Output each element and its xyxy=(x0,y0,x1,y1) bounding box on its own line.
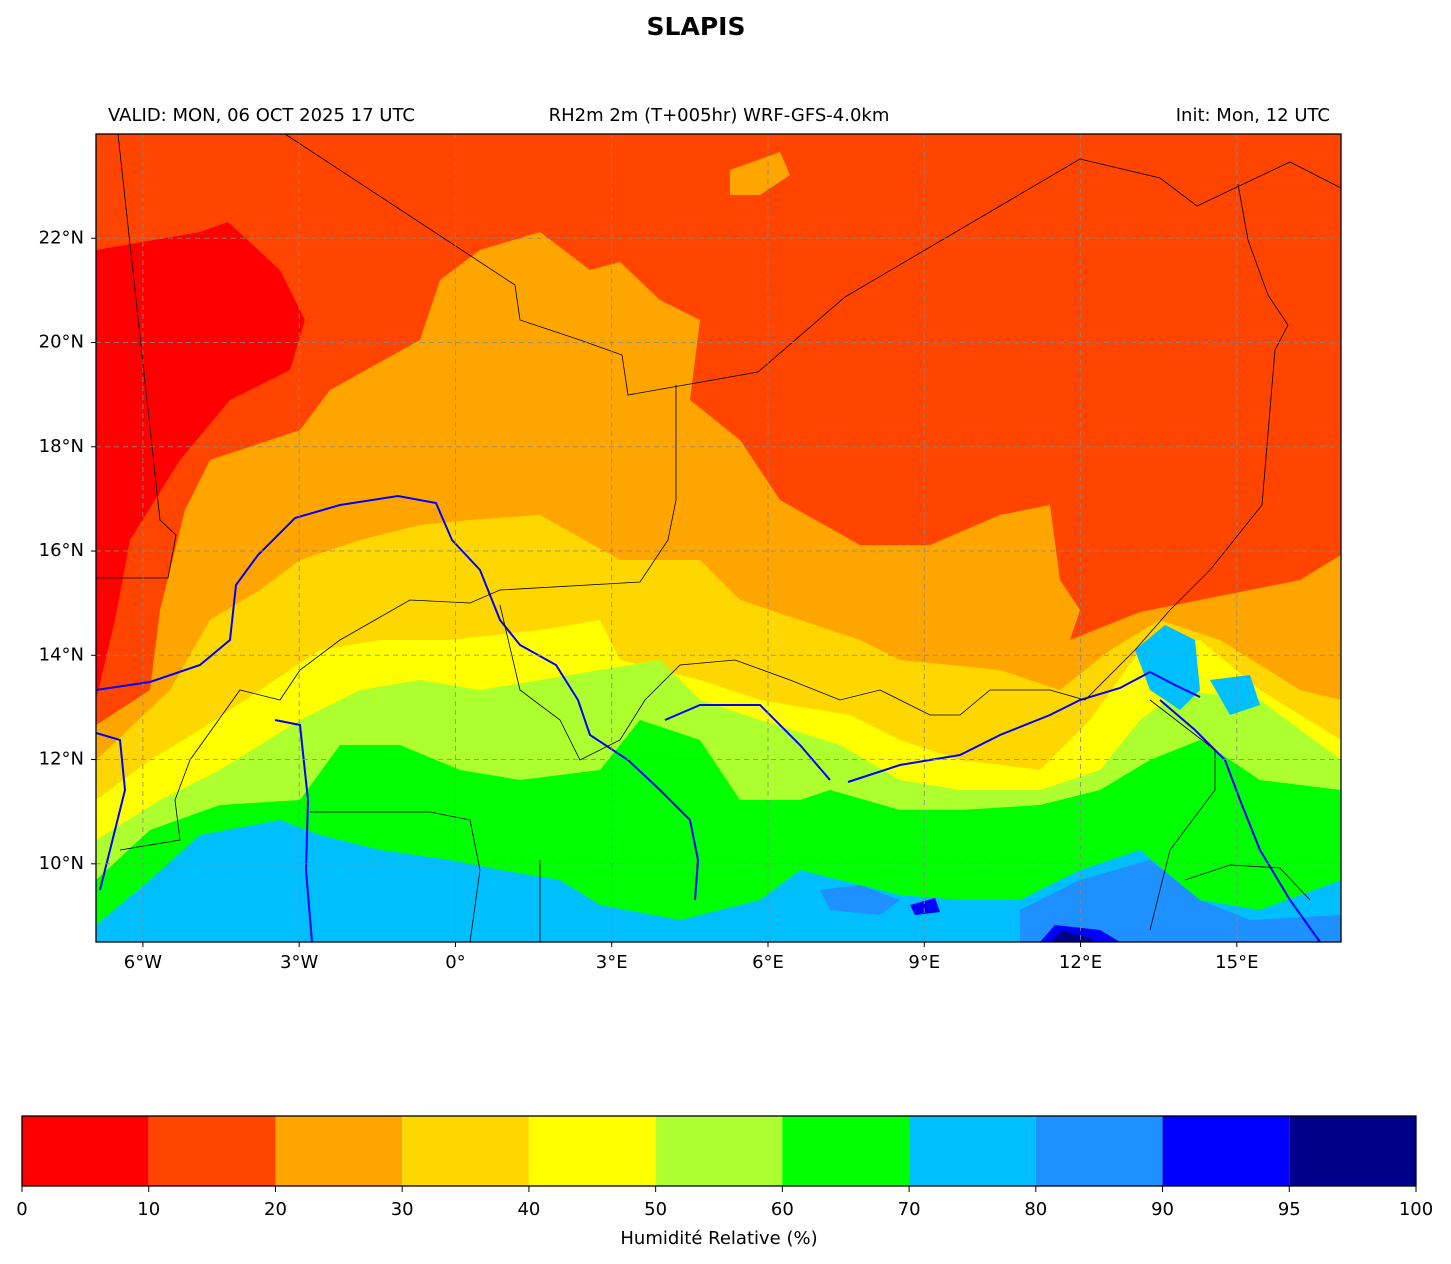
colorbar-segment xyxy=(1035,1116,1163,1186)
humidity-field xyxy=(96,134,1341,942)
grid xyxy=(96,134,1341,942)
colorbar-tick-label: 90 xyxy=(1151,1199,1174,1220)
init-time: Init: Mon, 12 UTC xyxy=(1176,105,1330,126)
colorbar-label: Humidité Relative (%) xyxy=(620,1228,817,1249)
field-band xyxy=(96,222,305,700)
border xyxy=(1184,864,1311,901)
field-band xyxy=(730,152,790,195)
colorbar-segment xyxy=(655,1116,783,1186)
y-tick-label: 18°N xyxy=(39,436,84,457)
field-band xyxy=(1050,930,1095,942)
colorbar-segment xyxy=(909,1116,1036,1186)
colorbar-segment xyxy=(148,1116,276,1186)
x-tick-label: 12°E xyxy=(1059,952,1102,973)
colorbar-tick-label: 95 xyxy=(1278,1199,1301,1220)
colorbar-tick-label: 60 xyxy=(771,1199,794,1220)
y-tick-label: 12°N xyxy=(39,749,84,770)
field-band xyxy=(820,885,900,915)
field-band xyxy=(1020,860,1341,942)
border xyxy=(310,811,481,942)
border xyxy=(1149,699,1216,931)
river xyxy=(664,704,831,781)
colorbar-tick-label: 40 xyxy=(517,1199,540,1220)
colorbar-tick-label: 70 xyxy=(898,1199,921,1220)
colorbar-segment xyxy=(402,1116,529,1186)
x-tick-label: 6°W xyxy=(124,952,162,973)
x-tick-label: 15°E xyxy=(1215,952,1258,973)
x-tick-label: 0° xyxy=(445,952,465,973)
river xyxy=(96,494,700,901)
x-tick-label: 3°E xyxy=(596,952,628,973)
border xyxy=(499,183,1289,761)
colorbar-tick-label: 20 xyxy=(264,1199,287,1220)
x-tick-label: 6°E xyxy=(752,952,784,973)
colorbar-tick-label: 100 xyxy=(1399,1199,1433,1220)
field-band xyxy=(910,898,940,915)
colorbar-segment xyxy=(782,1116,910,1186)
border xyxy=(119,385,677,851)
colorbar-tick-label: 50 xyxy=(644,1199,667,1220)
river xyxy=(274,719,313,942)
x-tick-label: 9°E xyxy=(908,952,940,973)
x-tick-label: 3°W xyxy=(280,952,318,973)
colorbar-tick-label: 10 xyxy=(137,1199,160,1220)
colorbar-segment xyxy=(528,1116,656,1186)
colorbar-segment xyxy=(1289,1116,1416,1186)
colorbar-segment xyxy=(275,1116,403,1186)
field-band xyxy=(1210,675,1260,715)
y-tick-label: 10°N xyxy=(39,853,84,874)
y-tick-label: 14°N xyxy=(39,644,84,665)
colorbar-segment xyxy=(22,1116,149,1186)
river xyxy=(1159,699,1321,942)
y-tick-label: 22°N xyxy=(39,227,84,248)
colorbar-tick-label: 0 xyxy=(16,1199,27,1220)
border xyxy=(284,134,1341,396)
title: SLAPIS xyxy=(647,12,746,41)
y-tick-label: 20°N xyxy=(39,332,84,353)
border xyxy=(96,134,177,579)
colorbar-segment xyxy=(1162,1116,1290,1186)
colorbar-tick-label: 30 xyxy=(391,1199,414,1220)
colorbar-frame xyxy=(21,1115,1417,1187)
valid-time: VALID: MON, 06 OCT 2025 17 UTC xyxy=(108,105,415,126)
y-tick-label: 16°N xyxy=(39,540,84,561)
river xyxy=(847,670,1201,783)
product: RH2m 2m (T+005hr) WRF-GFS-4.0km xyxy=(549,105,890,126)
map-frame xyxy=(95,133,1342,943)
colorbar-tick-label: 80 xyxy=(1024,1199,1047,1220)
